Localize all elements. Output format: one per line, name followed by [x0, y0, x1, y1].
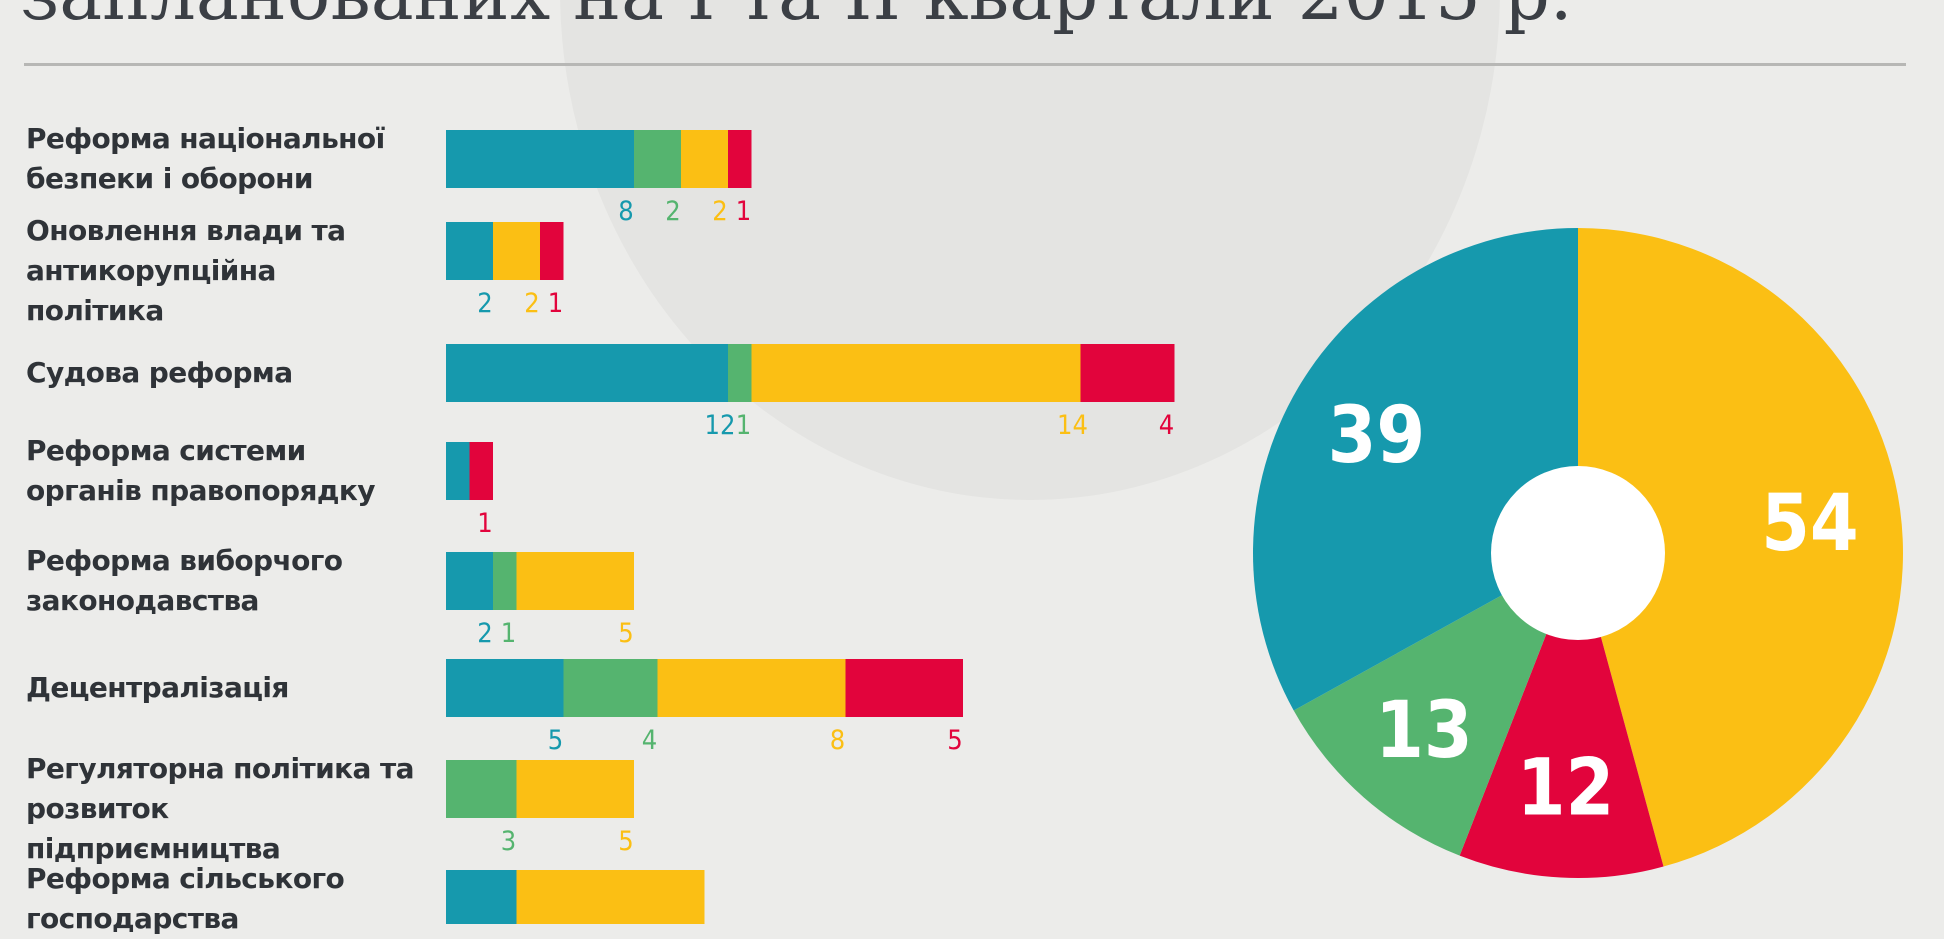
bar-segment [728, 344, 752, 402]
row-label-line: Реформа сільського [26, 862, 345, 895]
bar-value-label: 2 [524, 288, 539, 319]
pie-value-label: 39 [1328, 391, 1426, 481]
pie-value-label: 54 [1761, 479, 1859, 569]
row-label: Децентралізація [26, 668, 416, 708]
bar-value-label: 2 [665, 196, 680, 227]
bar-value-label: 14 [1057, 410, 1088, 441]
bar-value-label: 1 [548, 288, 563, 319]
bar-value-label: 1 [501, 618, 516, 649]
bar-value-label: 12 [705, 410, 736, 441]
row-label-line: органів правопорядку [26, 474, 376, 507]
bar-value-label: 3 [501, 826, 516, 857]
row-label: Оновлення влади та антикорупційна політик… [26, 211, 416, 331]
bar-segment [657, 659, 846, 717]
bar-segment [1080, 344, 1175, 402]
bar-segment [446, 344, 728, 402]
pie-slice [1459, 553, 1664, 878]
bar-segment [446, 442, 470, 500]
bar-segment [469, 442, 493, 500]
row-label: Реформа системи органів правопорядку [26, 431, 416, 511]
pie-value-label: 13 [1375, 686, 1473, 776]
bar-value-label: 5 [618, 618, 633, 649]
bar-segment [751, 344, 1081, 402]
bar-segment [446, 870, 517, 924]
donut-hole [1491, 466, 1665, 640]
bar-segment [516, 552, 634, 610]
row-label-line: Реформа виборчого [26, 544, 343, 577]
pie-slice [1578, 228, 1903, 867]
row-label-line: розвиток підприємництва [26, 792, 281, 865]
pie-slice [1293, 553, 1578, 856]
row-label: Реформа національної безпеки і оборони [26, 119, 416, 199]
row-label: Регуляторна політика та розвиток підприєм… [26, 749, 416, 869]
row-label-line: Реформа національної [26, 122, 385, 155]
bar-segment [540, 222, 564, 280]
row-label-line: Оновлення влади та [26, 214, 346, 247]
bar-value-label: 2 [477, 618, 492, 649]
bar-segment [728, 130, 752, 188]
row-label: Реформа виборчого законодавства [26, 541, 416, 621]
bar-value-label: 8 [618, 196, 633, 227]
pie-value-label: 12 [1517, 744, 1615, 834]
bar-value-label: 5 [618, 826, 633, 857]
bar-value-label: 4 [1159, 410, 1174, 441]
row-label-line: Судова реформа [26, 356, 293, 389]
bar-segment [493, 552, 517, 610]
bar-segment [446, 552, 493, 610]
title-divider [24, 63, 1906, 66]
row-label-line: антикорупційна політика [26, 254, 276, 327]
bar-segment [516, 760, 634, 818]
bar-segment [845, 659, 963, 717]
bar-value-label: 5 [548, 725, 563, 756]
bar-segment [516, 870, 705, 924]
bar-value-label: 4 [642, 725, 657, 756]
bar-segment [493, 222, 540, 280]
bar-segment [563, 659, 658, 717]
bar-value-label: 5 [947, 725, 962, 756]
row-label-line: Регуляторна політика та [26, 752, 414, 785]
bar-value-label: 1 [736, 410, 751, 441]
bar-segment [634, 130, 681, 188]
bar-value-label: 2 [712, 196, 727, 227]
page-title: запланованих на I та II квартали 2015 р. [20, 0, 1573, 30]
bar-value-label: 8 [830, 725, 845, 756]
bar-value-label: 1 [736, 196, 751, 227]
bar-segment [446, 760, 517, 818]
row-label-line: законодавства [26, 584, 259, 617]
bar-value-label: 2 [477, 288, 492, 319]
bar-segment [446, 130, 634, 188]
bar-segment [681, 130, 728, 188]
bar-segment [446, 659, 564, 717]
bar-segment [446, 222, 493, 280]
row-label: Судова реформа [26, 353, 416, 393]
row-label-line: Реформа системи [26, 434, 306, 467]
pie-slice [1252, 227, 1578, 711]
row-label-line: безпеки і оборони [26, 162, 314, 195]
row-label-line: Децентралізація [26, 671, 289, 704]
bar-value-label: 1 [477, 508, 492, 539]
